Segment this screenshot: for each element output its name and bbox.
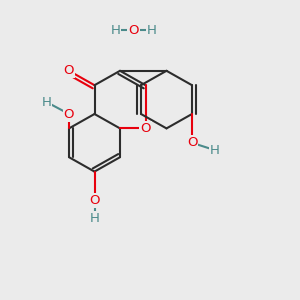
Text: O: O xyxy=(128,23,139,37)
Text: O: O xyxy=(89,194,100,207)
Text: O: O xyxy=(187,136,197,149)
Text: H: H xyxy=(42,95,51,109)
Text: H: H xyxy=(90,212,99,225)
Text: H: H xyxy=(210,143,219,157)
Text: H: H xyxy=(42,95,51,109)
Text: H: H xyxy=(111,23,120,37)
Text: O: O xyxy=(64,107,74,121)
Text: O: O xyxy=(140,122,151,135)
Text: O: O xyxy=(64,64,74,77)
Text: H: H xyxy=(147,23,156,37)
